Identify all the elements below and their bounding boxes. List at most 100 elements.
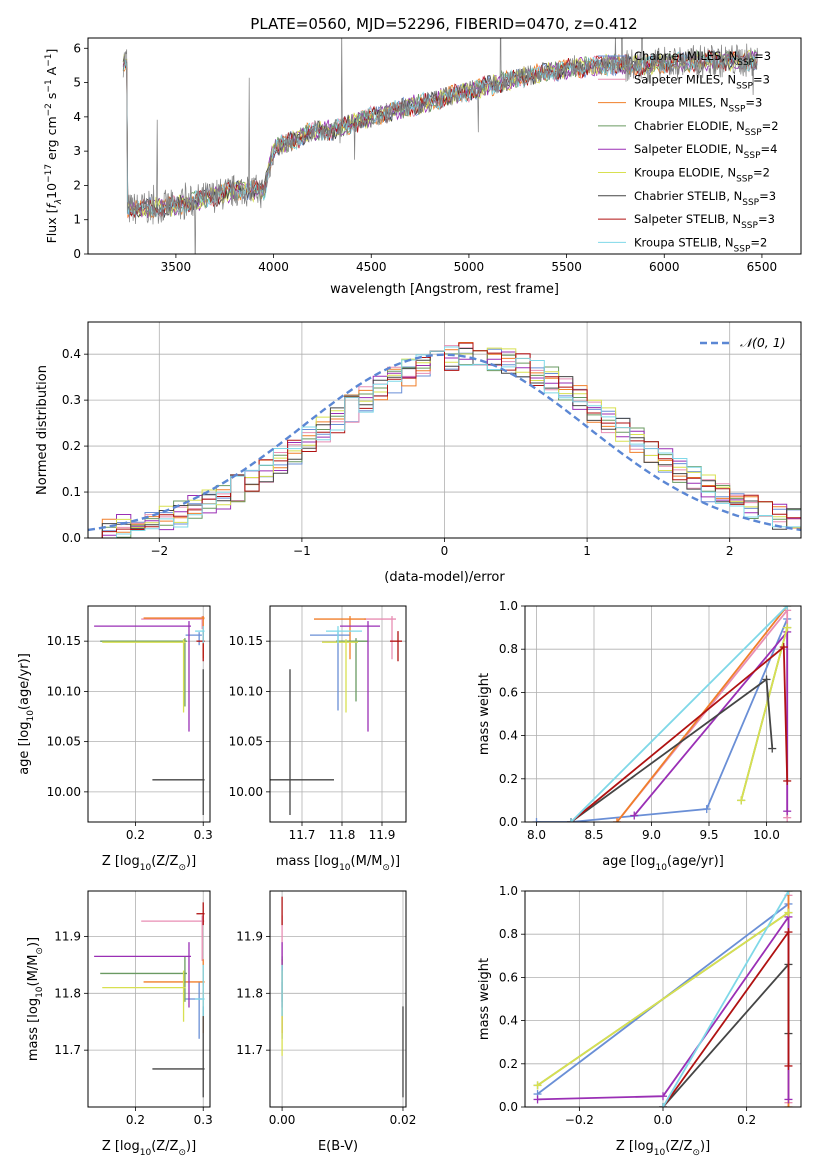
label-part: ] xyxy=(44,49,59,54)
label-part: A xyxy=(44,66,59,79)
errorbar-point xyxy=(340,621,380,732)
y-tick-label: 11.8 xyxy=(236,986,263,1000)
errorbar-point xyxy=(94,621,192,732)
x-tick-label: 0.3 xyxy=(194,1113,213,1127)
x-tick-label: 3500 xyxy=(161,260,192,274)
label-part: SSP xyxy=(729,105,746,115)
y-tick-label: 10.00 xyxy=(47,785,81,799)
y-tick-label: 10.05 xyxy=(47,735,81,749)
label-part: Z [log xyxy=(102,1139,140,1154)
label-part: )] xyxy=(186,1139,196,1154)
label-part: =3 xyxy=(753,72,770,86)
y-tick-label: 1 xyxy=(73,213,81,227)
errorbar-point xyxy=(143,616,205,659)
plot-area xyxy=(88,342,801,538)
x-tick-label: −2 xyxy=(150,544,168,558)
legend: 𝒩(0, 1) xyxy=(700,335,786,350)
observed-spectrum-line xyxy=(122,38,759,254)
weight-line xyxy=(570,606,788,822)
weight-line xyxy=(662,891,790,1107)
axes-frame xyxy=(524,605,802,823)
label-part: (Z/Z xyxy=(665,1139,692,1154)
y-axis-label: age [log10(age/yr)] xyxy=(17,653,36,775)
x-tick-label: 5000 xyxy=(454,260,485,274)
mass-vs-ebv-axes: 0.00 0.02 11.7 11.8 11.9 E(B-V) xyxy=(236,890,416,1154)
label-part: (Z/Z xyxy=(151,1139,178,1154)
label-part: =3 xyxy=(745,96,762,110)
weight-line xyxy=(740,627,789,801)
errorbar-point xyxy=(195,964,205,1017)
label-part: )] xyxy=(390,854,400,869)
weight-line xyxy=(570,645,789,822)
x-tick-label: 0.2 xyxy=(126,828,145,842)
errorbar-point xyxy=(141,915,205,961)
plot-area xyxy=(270,616,402,815)
legend-entry: Kroupa MILES, NSSP=3 xyxy=(634,96,762,115)
legend-entry: Salpeter STELIB, NSSP=3 xyxy=(634,212,775,231)
model-spectrum-line xyxy=(123,51,758,219)
x-tick-label: 4000 xyxy=(258,260,289,274)
y-tick-label: 6 xyxy=(73,41,81,55)
label-part: SSP xyxy=(745,128,762,138)
x-axis-label: E(B-V) xyxy=(318,1139,358,1154)
label-part: mass [log xyxy=(26,998,41,1061)
x-tick-label: 9.0 xyxy=(642,828,661,842)
weight-series xyxy=(630,627,792,820)
y-tick-label: 10.15 xyxy=(229,634,263,648)
x-axis-label: Z [log10(Z/Z⊙)] xyxy=(102,854,196,873)
x-axis-label: age [log10(age/yr)] xyxy=(602,854,724,873)
axes-frame xyxy=(87,890,211,1108)
errorbar-point xyxy=(102,970,186,1022)
label-part: ⊙ xyxy=(178,863,186,873)
panels: 3500 4000 4500 5000 5500 6000 6500 0 1 2 3 4 5 6 wavel… xyxy=(17,37,802,1158)
y-tick-label: 0.0 xyxy=(499,1100,518,1114)
errorbar-point xyxy=(94,942,192,1008)
x-tick-label: −1 xyxy=(293,544,311,558)
x-axis-label: wavelength [Angstrom, rest frame] xyxy=(330,282,559,297)
errorbar-point xyxy=(143,959,205,1034)
y-tick-label: 10.10 xyxy=(47,684,81,698)
label-part: )] xyxy=(186,854,196,869)
weight-series xyxy=(659,891,793,1107)
x-tick-label: 6000 xyxy=(649,260,680,274)
x-tick-label: 0.2 xyxy=(126,1113,145,1127)
figure-title: PLATE=0560, MJD=52296, FIBERID=0470, z=0… xyxy=(250,15,637,33)
label-part: SSP xyxy=(741,221,758,231)
y-tick-label: 11.9 xyxy=(236,929,263,943)
massweight-vs-metallicity-axes: −0.2 0.0 0.2 0.0 0.2 0.4 0.6 0.8 1.0 Z [log10(Z/Z… xyxy=(477,884,802,1158)
label-part: =3 xyxy=(754,49,771,63)
label-part: Salpeter MILES, N xyxy=(634,72,736,86)
x-tick-label: 0.3 xyxy=(194,828,213,842)
x-tick-label: 11.9 xyxy=(369,828,396,842)
label-part: SSP xyxy=(736,175,753,185)
label-part: )] xyxy=(700,1139,710,1154)
errorbar-point xyxy=(100,956,187,1002)
legend-entry: Kroupa STELIB, NSSP=2 xyxy=(634,235,767,254)
label-part: −1 xyxy=(44,79,54,92)
y-tick-label: 4 xyxy=(73,110,81,124)
x-tick-label: 5500 xyxy=(551,260,582,274)
y-tick-label: 3 xyxy=(73,144,81,158)
y-tick-label: 11.9 xyxy=(54,929,81,943)
label-part: SSP xyxy=(744,151,761,161)
axes-frame xyxy=(87,37,802,255)
x-tick-label: 8.0 xyxy=(527,828,546,842)
label-part: SSP xyxy=(742,198,759,208)
histogram-step xyxy=(88,346,801,538)
plot-area xyxy=(281,896,404,1098)
x-tick-label: 0.00 xyxy=(269,1113,296,1127)
label-part: 10 xyxy=(655,863,667,873)
label-part: 10 xyxy=(44,183,59,199)
label-part: mass [log xyxy=(276,854,339,869)
weight-line xyxy=(536,618,789,822)
label-part: =3 xyxy=(759,189,776,203)
errorbar-point xyxy=(152,669,205,815)
y-tick-label: 0.6 xyxy=(499,685,518,699)
y-tick-label: 11.7 xyxy=(54,1043,81,1057)
mass-vs-metallicity-axes: 0.2 0.311.711.811.9Z [log10(Z/Z⊙)]mass [l… xyxy=(26,890,213,1158)
weight-series xyxy=(533,908,793,1090)
label-part: λ xyxy=(54,199,64,205)
label-part: 10 xyxy=(654,1148,666,1158)
